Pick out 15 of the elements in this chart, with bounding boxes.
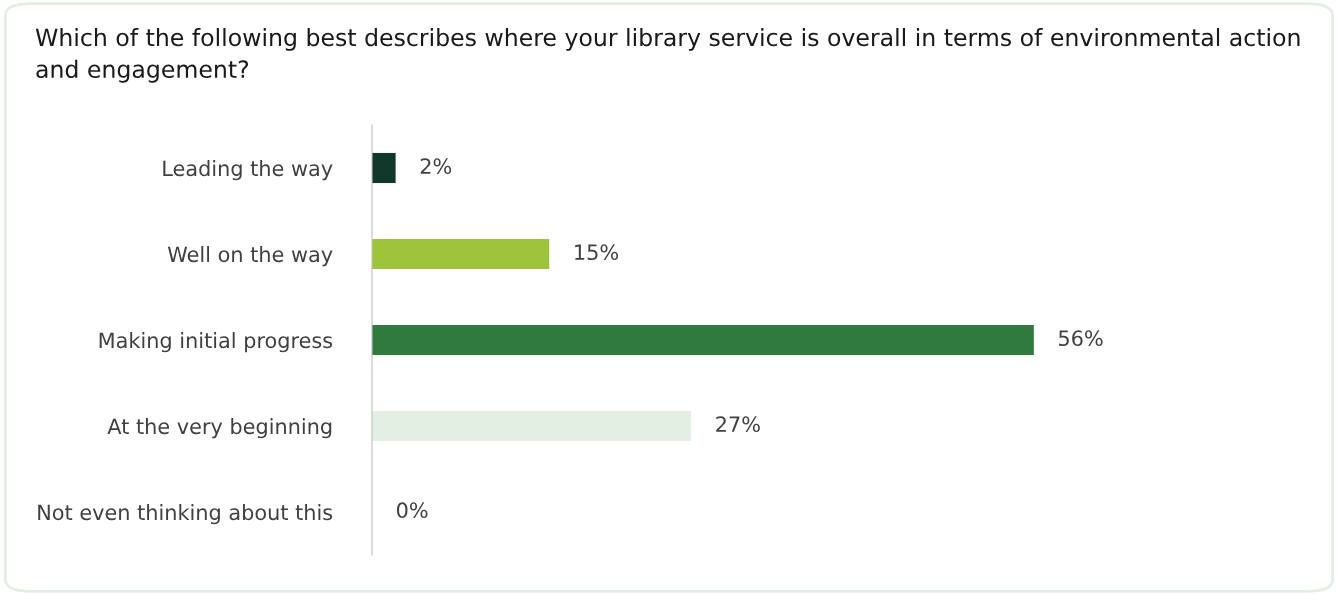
bar	[372, 324, 1034, 356]
bar	[372, 238, 550, 270]
y-tick-label: Leading the way	[163, 160, 333, 181]
y-tick-label: Not even thinking about this	[38, 504, 333, 525]
data-label: 15%	[575, 244, 619, 261]
data-label: 2%	[420, 158, 452, 175]
data-label: 0%	[396, 502, 428, 519]
data-label: 56%	[1059, 330, 1103, 347]
data-label: 27%	[716, 416, 760, 433]
chart-title: Which of the following best describes where your library service is overall in terms of environmental action and engagement?	[35, 28, 1300, 83]
bar	[372, 410, 692, 442]
bar	[372, 152, 396, 184]
y-tick-label: Making initial progress	[99, 332, 333, 353]
y-tick-label: Well on the way	[167, 246, 333, 267]
y-tick-label: At the very beginning	[107, 418, 332, 439]
